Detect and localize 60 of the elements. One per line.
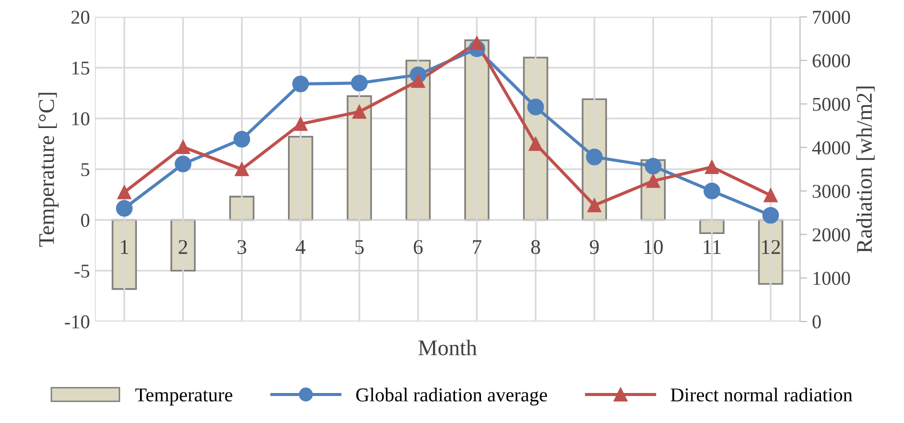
x-tick-label: 12	[762, 240, 780, 254]
legend-label: Global radiation average	[356, 388, 547, 406]
point	[528, 137, 543, 151]
x-tick-label: 4	[296, 240, 306, 254]
point	[411, 74, 426, 88]
bar	[229, 196, 254, 221]
y2-tick-label: 4000	[812, 141, 850, 154]
point	[351, 74, 368, 92]
y-tick-label: -5	[74, 264, 90, 278]
point	[174, 156, 192, 172]
y2-tick-label: 2000	[812, 228, 850, 242]
y2-tick-label: 6000	[812, 54, 850, 68]
y-axis-title: Temperature [°C]	[38, 92, 59, 247]
point	[764, 188, 778, 202]
y-tick-label: 20	[71, 10, 90, 24]
point	[586, 148, 603, 166]
point	[527, 98, 544, 116]
point	[704, 160, 719, 174]
x-tick-label: 2	[178, 240, 188, 254]
point	[117, 185, 132, 200]
point	[646, 174, 660, 188]
point	[352, 104, 366, 119]
x-tick-label: 1	[120, 240, 128, 254]
bar	[346, 95, 372, 221]
y-tick-label: 15	[72, 62, 90, 75]
point	[292, 76, 309, 92]
legend-label: Direct normal radiation	[670, 388, 852, 402]
x-tick-label: 11	[704, 240, 721, 254]
x-tick-label: 10	[644, 240, 663, 254]
x-tick-label: 7	[473, 240, 482, 254]
point	[176, 140, 190, 154]
y-tick-label: 5	[81, 163, 90, 176]
point	[762, 206, 779, 224]
x-tick-label: 9	[590, 240, 599, 254]
point	[470, 36, 484, 50]
y2-tick-label: 5000	[812, 98, 850, 111]
point	[587, 198, 602, 212]
y-tick-label: 10	[72, 112, 90, 126]
x-tick-label: 6	[414, 240, 423, 254]
legend-label: Temperature	[135, 388, 232, 406]
bar	[288, 136, 314, 221]
point	[116, 200, 133, 217]
point	[294, 117, 308, 131]
point	[233, 130, 250, 148]
point	[644, 158, 662, 174]
point	[234, 162, 249, 176]
y2-tick-label: 0	[812, 315, 821, 328]
x-tick-label: 3	[238, 240, 246, 254]
bar	[464, 39, 490, 221]
bar	[112, 219, 137, 290]
y-tick-label: 0	[81, 214, 90, 227]
y2-tick-label: 3000	[812, 184, 850, 198]
x-tick-label: 8	[531, 240, 540, 254]
y2-tick-label: 1000	[814, 272, 850, 285]
y-tick-label: -10	[64, 315, 90, 328]
y2-tick-label: 7000	[813, 10, 850, 24]
x-tick-label: 5	[355, 240, 364, 254]
x-axis-title: Month	[418, 340, 477, 356]
y2-axis-title: Radiation [wh/m2]	[856, 86, 875, 253]
point	[704, 182, 720, 200]
